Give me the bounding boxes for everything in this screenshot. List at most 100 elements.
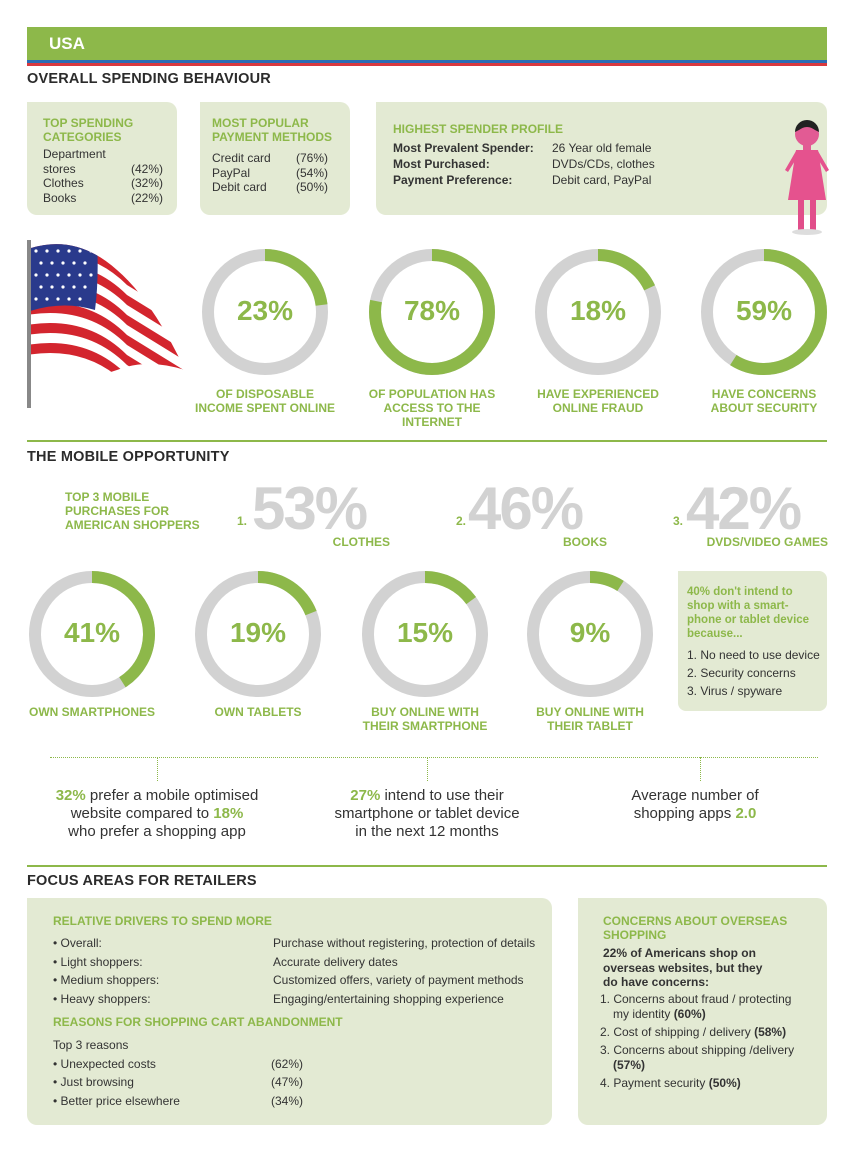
divider-red (27, 63, 827, 66)
caption-line: OWN SMARTPHONES (29, 705, 155, 719)
box-heading: MOST POPULAR PAYMENT METHODS (212, 116, 333, 144)
donut-percent: 41% (63, 617, 121, 648)
caption-line: OF DISPOSABLE (215, 387, 314, 401)
box-heading: 40% don't intend to shop with a smart-pho… (687, 586, 810, 640)
section-title-focus: FOCUS AREAS FOR RETAILERS (27, 873, 257, 889)
overseas-list: 1. Concerns about fraud / protecting my i… (600, 992, 795, 1090)
connector (157, 757, 158, 781)
donut-chart: 18% (533, 247, 663, 377)
top-purchase-value-3: 42% (686, 475, 802, 542)
donut-ring (202, 249, 328, 375)
donut-chart: 15% (360, 569, 490, 699)
top-purchase-label-1: CLOTHES (332, 535, 390, 549)
caption-line: ACCESS TO THE (383, 401, 481, 415)
donut-value-arc (369, 249, 495, 375)
section-divider (27, 865, 827, 867)
dotted-divider (50, 757, 818, 758)
country-title: USA (49, 34, 85, 53)
box-heading: HIGHEST SPENDER PROFILE (393, 122, 564, 136)
donut-chart: 41% (27, 569, 157, 699)
payment-list: Credit card (76%) PayPal (54%) Debit card(… (212, 151, 328, 194)
donut-ring (29, 571, 155, 697)
donut-value-arc (535, 249, 661, 375)
donut-chart: 59% (699, 247, 829, 377)
highest-spender-profile-box: HIGHEST SPENDER PROFILE Most Prevalent S… (376, 102, 827, 215)
rank-1: 1. (237, 514, 248, 528)
connector (427, 757, 428, 781)
donut-caption: OWN TABLETS (178, 705, 338, 719)
donut-ring (535, 249, 661, 375)
top-purchase-label-3: DVDS/VIDEO GAMES (706, 535, 828, 549)
caption-line: ONLINE FRAUD (552, 401, 644, 415)
donut-value-arc (362, 571, 488, 697)
country-header-bar: USA (27, 27, 827, 60)
donut-percent: 15% (396, 617, 454, 648)
donut-ring (362, 571, 488, 697)
section-divider (27, 440, 827, 442)
top-purchase-value-2: 46% (468, 475, 584, 542)
donut-caption: OF POPULATION HAS ACCESS TO THE INTERNET (352, 387, 512, 429)
donut-caption: BUY ONLINE WITH THEIR SMARTPHONE (345, 705, 505, 733)
overseas-heading: CONCERNS ABOUT OVERSEAS SHOPPING (603, 914, 788, 942)
cart-list: Top 3 reasons • Unexpected costs (62%) • … (53, 1038, 304, 1108)
donut-caption: OWN SMARTPHONES (12, 705, 172, 719)
donut-chart: 19% (193, 569, 323, 699)
donut-percent: 59% (735, 295, 793, 326)
donut-percent: 19% (229, 617, 287, 648)
donut-value-arc (202, 249, 328, 375)
donut-ring (527, 571, 653, 697)
caption-line: THEIR SMARTPHONE (362, 719, 488, 733)
reasons-list: 1. No need to use device 2. Security conc… (687, 648, 820, 698)
section-title-mobile: THE MOBILE OPPORTUNITY (27, 449, 230, 465)
overseas-intro: 22% of Americans shop on overseas website… (603, 946, 763, 989)
donut-percent: 78% (403, 295, 461, 326)
top-purchase-label-2: BOOKS (562, 535, 607, 549)
donut-ring (369, 249, 495, 375)
fact-mobile-website: 32% prefer a mobile optimised website co… (55, 787, 259, 840)
caption-line: OF POPULATION HAS (368, 387, 496, 401)
drivers-heading: RELATIVE DRIVERS TO SPEND MORE (53, 914, 272, 928)
box-heading: TOP SPENDING CATEGORIES (43, 116, 134, 144)
fact-intend-device: 27% intend to use their smartphone or ta… (334, 787, 520, 840)
no-intent-reasons-box: 40% don't intend to shop with a smart-pho… (678, 571, 827, 711)
caption-line: HAVE EXPERIENCED (537, 387, 659, 401)
drivers-and-abandonment-box: RELATIVE DRIVERS TO SPEND MORE • Overall… (27, 898, 552, 1125)
donut-percent: 18% (569, 295, 627, 326)
usa-flag-icon (27, 240, 185, 408)
rank-2: 2. (456, 514, 467, 528)
caption-line: BUY ONLINE WITH (371, 705, 479, 719)
caption-line: OWN TABLETS (214, 705, 302, 719)
female-figure-icon (785, 120, 829, 235)
donut-value-arc (195, 571, 321, 697)
caption-line: HAVE CONCERNS (711, 387, 817, 401)
profile-rows: Most Prevalent Spender: 26 Year old femal… (393, 141, 655, 187)
top-purchase-value-1: 53% (252, 475, 368, 542)
caption-line: INCOME SPENT ONLINE (194, 401, 335, 415)
donut-caption: HAVE EXPERIENCED ONLINE FRAUD (518, 387, 678, 415)
rank-3: 3. (673, 514, 684, 528)
donut-value-arc (527, 571, 653, 697)
category-list: Department stores (42%) Clothes (32%) Book… (43, 147, 163, 205)
donut-caption: BUY ONLINE WITH THEIR TABLET (510, 705, 670, 733)
donut-caption: OF DISPOSABLE INCOME SPENT ONLINE (185, 387, 345, 415)
donut-value-arc (701, 249, 827, 375)
drivers-list: • Overall: Purchase without registering, … (53, 936, 536, 1006)
top-spending-categories-box: TOP SPENDING CATEGORIES Department stores… (27, 102, 177, 215)
caption-line: INTERNET (402, 415, 462, 429)
donut-chart: 23% (200, 247, 330, 377)
caption-line: BUY ONLINE WITH (536, 705, 644, 719)
donut-ring (195, 571, 321, 697)
divider-blue (27, 60, 827, 63)
cart-heading: REASONS FOR SHOPPING CART ABANDONMENT (53, 1015, 343, 1029)
donut-percent: 9% (569, 617, 611, 648)
donut-chart: 78% (367, 247, 497, 377)
top3-heading: TOP 3 MOBILE PURCHASES FOR AMERICAN SHOPPE… (65, 490, 200, 532)
caption-line: THEIR TABLET (547, 719, 633, 733)
connector (700, 757, 701, 781)
payment-methods-box: MOST POPULAR PAYMENT METHODS Credit card(… (200, 102, 350, 215)
caption-line: ABOUT SECURITY (710, 401, 818, 415)
section-title-spending: OVERALL SPENDING BEHAVIOUR (27, 71, 271, 87)
donut-caption: HAVE CONCERNS ABOUT SECURITY (684, 387, 844, 415)
donut-chart: 9% (525, 569, 655, 699)
